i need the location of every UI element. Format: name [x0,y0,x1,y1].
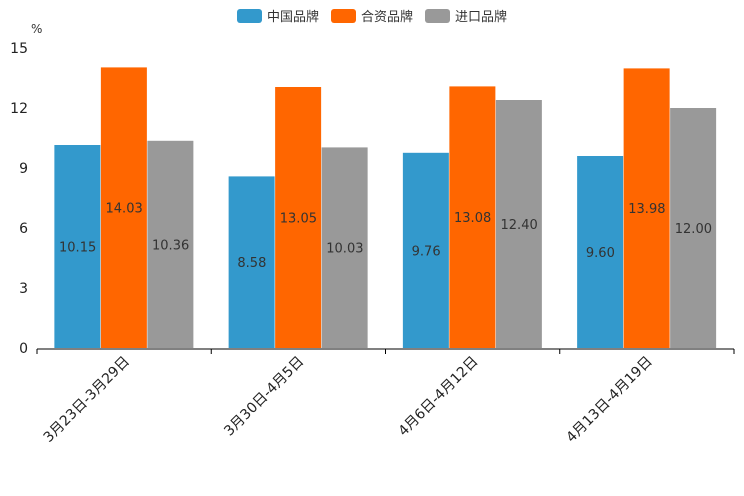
bar[interactable] [623,68,670,349]
chart-legend: 中国品牌 合资品牌 进口品牌 [0,6,744,25]
bar-data-label: 12.00 [675,222,712,237]
bar[interactable] [228,176,275,348]
bar-data-label: 10.03 [326,242,363,257]
bar-data-label: 13.05 [280,212,317,227]
legend-label-jv-brand: 合资品牌 [360,10,413,25]
bar[interactable] [449,86,496,349]
bar[interactable] [100,67,147,349]
legend-item-china-brand[interactable]: 中国品牌 [236,6,319,25]
legend-label-china-brand: 中国品牌 [266,10,319,25]
x-tick-label: 4月13日-4月19日 [563,354,655,446]
legend-item-import-brand[interactable]: 进口品牌 [425,6,507,25]
bar[interactable] [321,147,368,348]
bar[interactable] [275,87,322,348]
bar[interactable] [670,108,717,348]
y-tick-label: 15 [10,41,28,57]
y-tick-label: 0 [19,341,28,357]
legend-swatch-jv-brand [330,8,356,23]
legend-swatch-import-brand [425,8,450,23]
bar[interactable] [402,152,449,348]
bar[interactable] [147,140,194,348]
bar-data-label: 13.98 [628,202,665,217]
bar-data-label: 10.36 [152,238,189,253]
bar-data-label: 9.60 [586,246,615,261]
y-tick-label: 9 [19,161,28,177]
bar[interactable] [495,100,542,348]
y-tick-label: 6 [19,221,28,237]
bar-data-label: 12.40 [501,218,538,233]
bar-data-label: 14.03 [106,202,143,217]
legend-swatch-china-brand [236,8,262,23]
bar-data-label: 9.76 [412,244,441,259]
y-tick-label: 3 [19,281,28,297]
x-tick-label: 4月6日-4月12日 [395,354,481,440]
legend-item-jv-brand[interactable]: 合资品牌 [330,6,413,25]
bar-data-label: 10.15 [59,241,96,256]
x-tick-label: 3月30日-4月5日 [221,354,307,440]
x-tick-label: 3月23日-3月29日 [41,354,133,446]
bar[interactable] [54,145,101,348]
legend-label-import-brand: 进口品牌 [455,10,508,25]
bar-data-label: 8.58 [237,256,266,271]
bar-data-label: 13.08 [454,211,491,226]
y-axis-unit-label: % [31,22,42,36]
bar[interactable] [577,156,624,348]
y-tick-label: 12 [10,101,28,117]
